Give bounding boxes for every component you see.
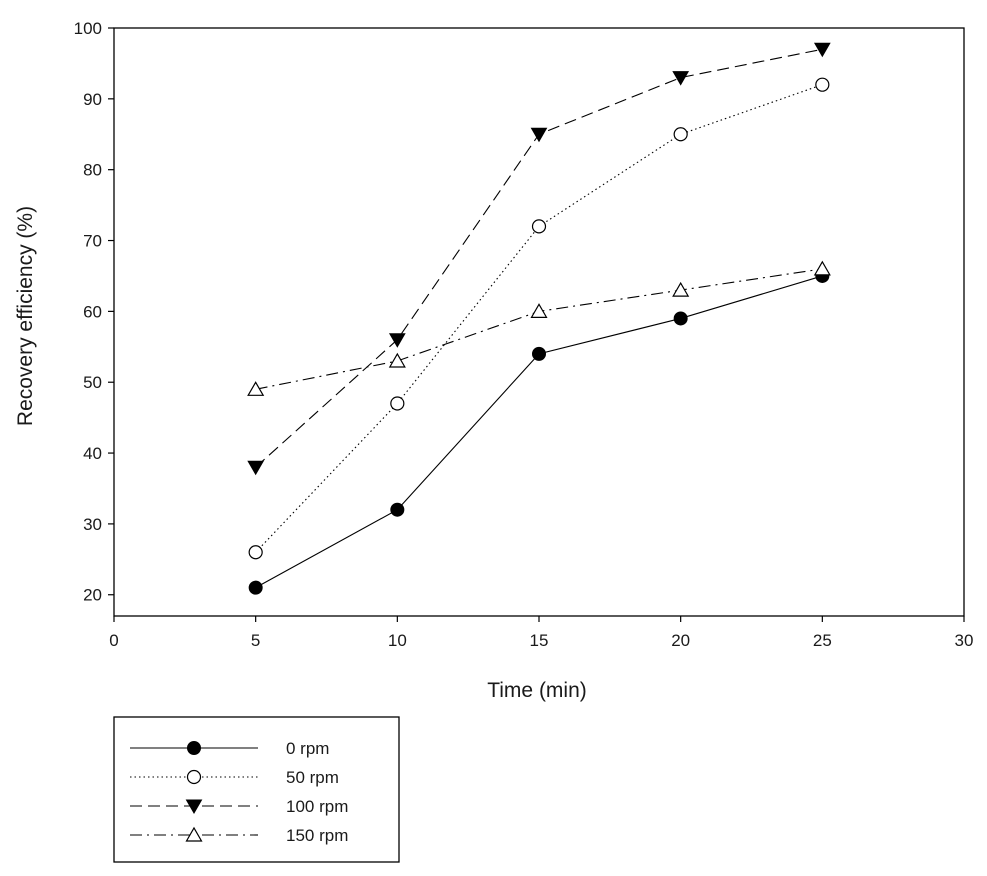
y-tick-label: 100 [74,19,102,38]
y-tick-label: 50 [83,373,102,392]
x-tick-label: 0 [109,631,118,650]
data-point [388,333,406,348]
series-50-rpm [248,77,830,560]
x-axis: 0 5 10 15 20 25 30 [109,616,973,650]
y-tick-label: 40 [83,444,102,463]
y-tick-label: 20 [83,586,102,605]
data-point [248,545,263,560]
legend-entry: 150 rpm [130,826,348,845]
y-tick-label: 30 [83,515,102,534]
data-point [530,303,548,318]
legend-entry: 100 rpm [130,797,348,816]
y-tick-label: 60 [83,302,102,321]
data-point [530,127,548,143]
legend: 0 rpm 50 rpm 100 rpm 150 rpm [130,739,348,845]
data-point [390,502,405,517]
legend-entry: 0 rpm [130,739,329,758]
series-100-rpm [247,42,831,476]
x-tick-label: 15 [530,631,549,650]
series-layer [247,42,831,595]
legend-label: 50 rpm [286,768,339,787]
series-line [255,275,823,589]
data-point [390,396,405,411]
series-0-rpm [248,268,830,595]
data-point [388,352,406,368]
legend-entry: 50 rpm [130,768,339,787]
data-point [813,260,831,276]
legend-box [113,716,400,863]
legend-marker [185,799,203,815]
plot-frame [113,27,965,617]
data-point [247,381,265,396]
data-point [531,219,547,234]
data-point [673,311,688,326]
x-axis-title: Time (min) [487,679,587,702]
y-tick-label: 70 [83,232,102,251]
series-150-rpm [247,260,831,396]
data-point [813,42,831,58]
legend-label: 150 rpm [286,826,348,845]
series-line [255,268,823,390]
series-line [255,48,823,468]
y-axis: 20 30 40 50 60 70 80 90 100 [74,19,114,605]
series-line [255,84,823,553]
x-tick-label: 10 [388,631,407,650]
legend-marker [186,769,202,785]
legend-marker [185,826,203,842]
data-point [815,77,830,92]
data-point [673,127,688,142]
x-tick-label: 25 [813,631,832,650]
data-point [672,281,690,297]
y-tick-label: 80 [83,161,102,180]
y-tick-label: 90 [83,90,102,109]
data-point [247,460,265,476]
x-tick-label: 20 [671,631,690,650]
data-point [248,580,263,595]
data-point [672,71,690,86]
data-point [532,346,546,361]
legend-label: 0 rpm [286,739,329,758]
x-tick-label: 30 [955,631,974,650]
x-tick-label: 5 [251,631,260,650]
legend-marker [187,741,201,755]
legend-label: 100 rpm [286,797,348,816]
y-axis-title: Recovery efficiency (%) [14,206,37,426]
